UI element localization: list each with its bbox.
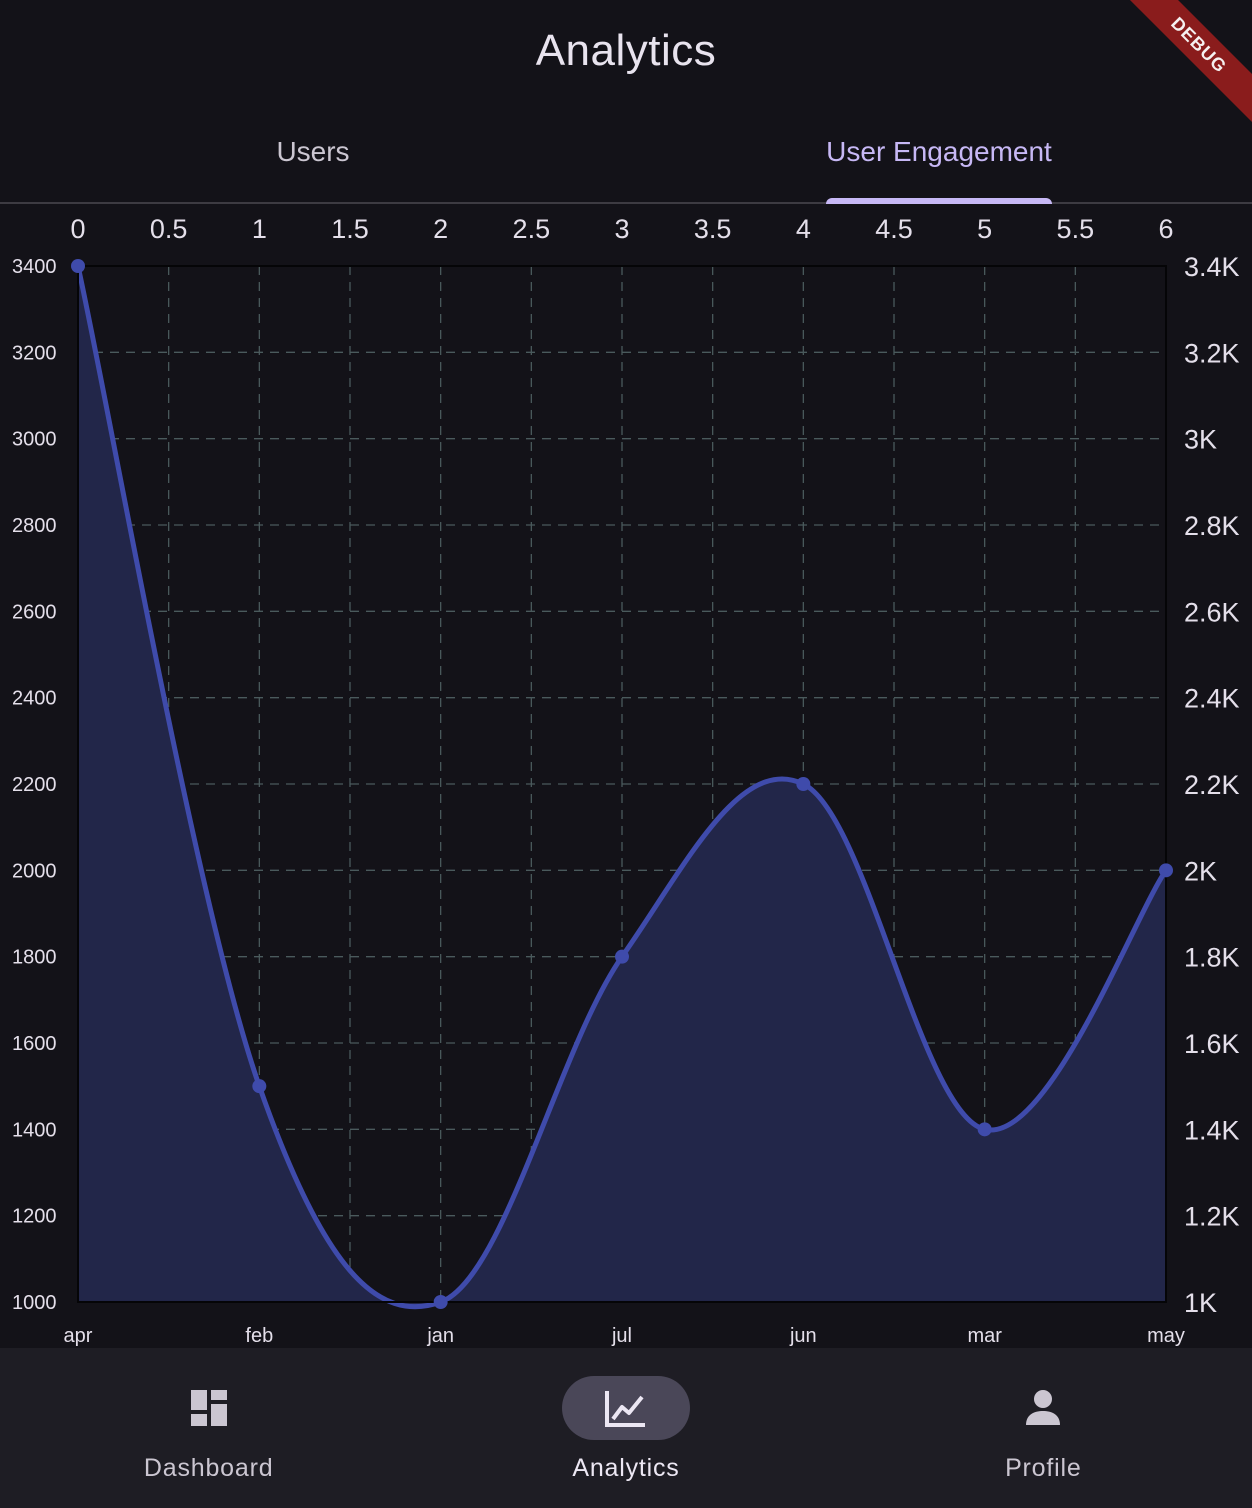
data-point — [1159, 863, 1173, 878]
top-tick-label: 2 — [433, 214, 448, 244]
left-tick-label: 3400 — [12, 256, 57, 278]
top-tick-label: 4 — [796, 214, 811, 244]
data-point — [796, 777, 811, 791]
nav-profile[interactable]: Profile — [835, 1348, 1252, 1508]
top-tick-label: 1.5 — [331, 214, 369, 244]
bottom-tick-label: jul — [611, 1325, 632, 1347]
nav-dashboard-label: Dashboard — [143, 1454, 274, 1482]
top-tick-label: 6 — [1158, 214, 1173, 244]
page-title: Analytics — [535, 26, 717, 75]
left-tick-label: 2600 — [12, 601, 57, 623]
top-tick-label: 2.5 — [513, 214, 551, 244]
nav-analytics[interactable]: Analytics — [417, 1348, 834, 1508]
left-tick-label: 2400 — [12, 688, 57, 710]
right-axis-ticks: 1K 1.2K 1.4K 1.6K 1.8K 2K 2.2K 2.4K 2.6K 2.8K 3K 3.… — [1184, 252, 1240, 1318]
top-tick-label: 5.5 — [1057, 214, 1095, 244]
tab-user-engagement[interactable]: User Engagement — [626, 104, 1252, 204]
bottom-axis-ticks: apr feb jan jul jun mar may — [64, 1325, 1185, 1347]
bottom-tick-label: mar — [967, 1325, 1002, 1347]
profile-icon — [1026, 1390, 1061, 1425]
dashboard-icon — [190, 1390, 227, 1426]
top-tick-label: 5 — [977, 214, 992, 244]
tab-users[interactable]: Users — [0, 104, 626, 202]
tab-users-label: Users — [276, 136, 350, 167]
tab-user-engagement-label: User Engagement — [826, 136, 1052, 167]
left-tick-label: 1800 — [12, 947, 57, 969]
right-tick-label: 1.4K — [1184, 1115, 1240, 1145]
nav-dashboard-pill — [145, 1376, 273, 1440]
left-tick-label: 1000 — [12, 1292, 57, 1314]
app-bar: Analytics — [0, 0, 1252, 104]
right-tick-label: 2.4K — [1184, 684, 1240, 714]
nav-profile-pill — [979, 1376, 1107, 1440]
top-tick-label: 0 — [70, 214, 85, 244]
nav-analytics-label: Analytics — [572, 1454, 680, 1482]
data-point — [977, 1122, 992, 1137]
left-tick-label: 2200 — [12, 774, 57, 796]
series-points — [71, 259, 1173, 1309]
left-tick-label: 3000 — [12, 429, 57, 451]
right-tick-label: 2.2K — [1184, 770, 1240, 800]
bottom-tick-label: feb — [245, 1325, 273, 1347]
right-tick-label: 1K — [1184, 1288, 1217, 1318]
top-axis-ticks: 0 0.5 1 1.5 2 2.5 3 3.5 4 4.5 5 5.5 6 — [70, 214, 1173, 244]
data-point — [71, 259, 85, 273]
right-tick-label: 2.8K — [1184, 511, 1240, 541]
left-axis-ticks: 1000 1200 1400 1600 1800 2000 2200 2400 2600 2800… — [12, 256, 57, 1314]
top-tick-label: 3.5 — [694, 214, 732, 244]
left-tick-label: 1200 — [12, 1206, 57, 1228]
data-point — [433, 1295, 448, 1309]
nav-dashboard[interactable]: Dashboard — [0, 1348, 417, 1508]
right-tick-label: 3K — [1184, 425, 1217, 455]
analytics-icon — [604, 1391, 645, 1427]
top-tick-label: 1 — [252, 214, 267, 244]
data-point — [252, 1079, 267, 1094]
right-tick-label: 2K — [1184, 856, 1217, 886]
bottom-tick-label: jan — [426, 1325, 454, 1347]
engagement-chart: 0 0.5 1 1.5 2 2.5 3 3.5 4 4.5 5 5.5 6 1000 1200 1400 16… — [0, 204, 1252, 1348]
tab-bar: Users User Engagement — [0, 104, 1252, 204]
tab-indicator — [826, 198, 1052, 204]
bottom-tick-label: jun — [789, 1325, 817, 1347]
chart-canvas: 0 0.5 1 1.5 2 2.5 3 3.5 4 4.5 5 5.5 6 1000 1200 1400 16… — [12, 214, 1240, 1347]
series-area — [78, 266, 1166, 1307]
nav-analytics-pill — [561, 1376, 690, 1440]
right-tick-label: 1.6K — [1184, 1029, 1240, 1059]
right-tick-label: 1.8K — [1184, 943, 1240, 973]
bottom-tick-label: apr — [64, 1325, 93, 1347]
top-tick-label: 4.5 — [875, 214, 913, 244]
right-tick-label: 1.2K — [1184, 1202, 1240, 1232]
left-tick-label: 2800 — [12, 515, 57, 537]
data-point — [615, 949, 629, 964]
right-tick-label: 3.4K — [1184, 252, 1240, 282]
nav-profile-label: Profile — [1005, 1454, 1082, 1482]
left-tick-label: 1600 — [12, 1033, 57, 1055]
left-tick-label: 3200 — [12, 342, 57, 364]
right-tick-label: 2.6K — [1184, 597, 1240, 627]
left-tick-label: 1400 — [12, 1119, 57, 1141]
top-tick-label: 3 — [614, 214, 629, 244]
bottom-navigation: Dashboard Analytics Profile — [0, 1348, 1252, 1508]
right-tick-label: 3.2K — [1184, 338, 1240, 368]
left-tick-label: 2000 — [12, 860, 57, 882]
plot-border — [77, 265, 1167, 1303]
top-tick-label: 0.5 — [150, 214, 188, 244]
bottom-tick-label: may — [1147, 1325, 1185, 1347]
